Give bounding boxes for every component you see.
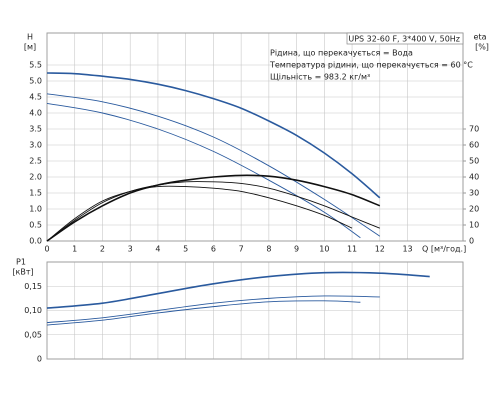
curve [46, 295, 380, 324]
y2-tick-label: 40 [469, 173, 479, 182]
x-tick-label: 12 [375, 245, 385, 254]
eta-curve [46, 181, 380, 242]
x-tick-label: 1 [72, 245, 77, 254]
y-tick-label: 0,10 [24, 306, 42, 315]
eta-curve [46, 185, 353, 242]
info-box [346, 32, 464, 45]
y2-tick-label: 0 [469, 237, 474, 246]
y-tick-label: 5.5 [29, 61, 42, 70]
y-tick-label: 0.0 [29, 237, 42, 246]
p1-axis-unit: [кВт] [12, 268, 33, 277]
eta-axis-unit: [%] [475, 43, 489, 52]
x-tick-label: 3 [128, 245, 133, 254]
y-tick-label: 0 [37, 355, 42, 364]
curve [46, 93, 381, 237]
curve [46, 72, 381, 199]
y2-tick-label: 30 [469, 189, 479, 198]
y-tick-label: 0.5 [29, 221, 42, 230]
y2-tick-label: 20 [469, 205, 479, 214]
y-tick-label: 3.5 [29, 125, 42, 134]
plot-frame [46, 32, 464, 242]
p1-axis-label: P1 [16, 258, 26, 267]
x-tick-label: 11 [347, 245, 357, 254]
x-tick-label: 6 [211, 245, 216, 254]
y-tick-label: 0,15 [24, 282, 42, 291]
curve [46, 300, 361, 326]
y-tick-label: 2.5 [29, 157, 42, 166]
y2-tick-label: 60 [469, 141, 479, 150]
y-tick-label: 0,05 [24, 330, 42, 339]
q-axis-label: Q [м³/год.] [422, 245, 466, 254]
y-tick-label: 1.0 [29, 205, 42, 214]
h-axis-unit: [м] [24, 43, 36, 52]
x-tick-label: 13 [402, 245, 412, 254]
eta-axis-label: eta [474, 33, 487, 42]
x-tick-label: 0 [44, 245, 49, 254]
x-tick-label: 4 [155, 245, 160, 254]
curve [46, 271, 430, 309]
info-line: Рідина, що перекачується = Вода [270, 49, 413, 58]
y-tick-label: 4.0 [29, 109, 42, 118]
info-line: UPS 32-60 F, 3*400 V, 50Hz [348, 35, 460, 44]
y-tick-label: 5.0 [29, 77, 42, 86]
eta-curve [46, 174, 381, 242]
plot-frame [46, 261, 464, 360]
x-tick-label: 5 [183, 245, 188, 254]
x-tick-label: 9 [294, 245, 299, 254]
y2-tick-label: 10 [469, 221, 479, 230]
y2-tick-label: 70 [469, 125, 479, 134]
x-tick-label: 7 [239, 245, 244, 254]
x-tick-label: 2 [100, 245, 105, 254]
y-tick-label: 1.5 [29, 189, 42, 198]
curve [46, 102, 361, 239]
info-line: Температура рідини, що перекачується = 6… [269, 61, 473, 70]
h-axis-label: H [27, 33, 33, 42]
y2-tick-label: 50 [469, 157, 479, 166]
x-tick-label: 10 [319, 245, 329, 254]
x-tick-label: 8 [266, 245, 271, 254]
info-line: Щільність = 983.2 кг/м³ [270, 73, 370, 82]
y-tick-label: 3.0 [29, 141, 42, 150]
y-tick-label: 4.5 [29, 93, 42, 102]
y-tick-label: 2.0 [29, 173, 42, 182]
